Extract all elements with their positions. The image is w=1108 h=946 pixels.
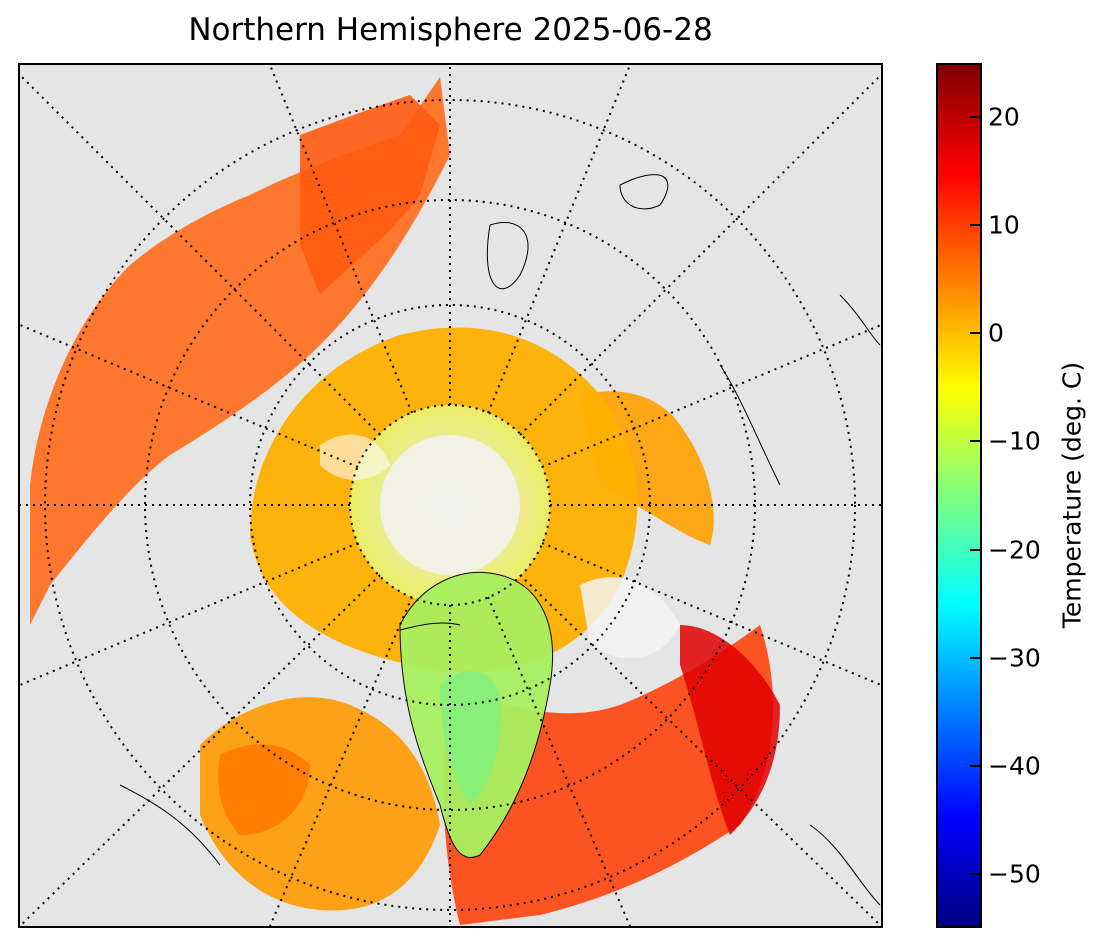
map-title: Northern Hemisphere 2025-06-28	[188, 12, 713, 48]
colorbar-tick-label: 10	[988, 210, 1020, 240]
colorbar-tick-mark	[970, 440, 980, 443]
colorbar-tick-mark	[970, 332, 980, 335]
colorbar	[936, 63, 982, 928]
colorbar-tick-mark	[970, 548, 980, 551]
colorbar-tick-label: 20	[988, 102, 1020, 132]
coastlines	[119, 174, 881, 906]
colorbar-tick-label: −10	[988, 426, 1041, 456]
colorbar-tick-mark	[970, 656, 980, 659]
colorbar-tick-mark	[970, 224, 980, 227]
temperature-field-alaska	[680, 625, 780, 835]
map-canvas	[20, 65, 881, 926]
colorbar-tick-mark	[970, 116, 980, 119]
colorbar-tick-mark	[970, 764, 980, 767]
colorbar-label: Temperature (deg. C)	[1057, 361, 1087, 629]
colorbar-tick-label: 0	[988, 318, 1004, 348]
colorbar-tick-label: −30	[988, 643, 1041, 673]
temperature-field-hudson	[218, 744, 310, 835]
colorbar-tick-label: −40	[988, 751, 1041, 781]
polar-map[interactable]	[18, 63, 883, 928]
colorbar-tick-mark	[970, 872, 980, 875]
colorbar-tick-label: −20	[988, 535, 1041, 565]
longitude-lines	[20, 65, 881, 926]
temperature-field-scandinavia	[300, 95, 440, 295]
colorbar-tick-label: −50	[988, 859, 1041, 889]
